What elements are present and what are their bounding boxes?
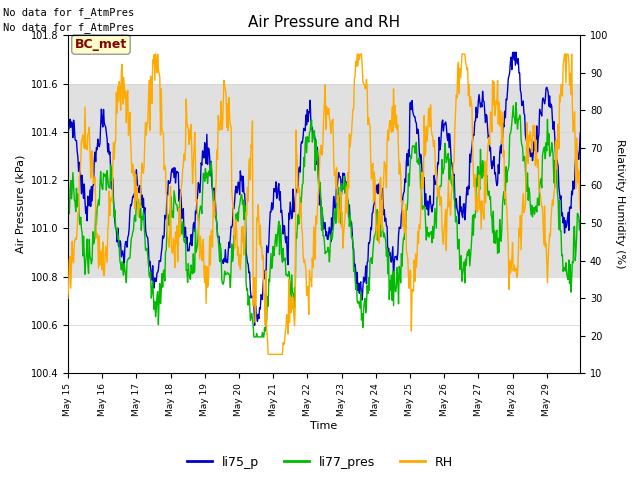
X-axis label: Time: Time bbox=[310, 421, 338, 432]
Text: No data for f_AtmPres: No data for f_AtmPres bbox=[3, 7, 134, 18]
Text: No data for f_AtmPres: No data for f_AtmPres bbox=[3, 22, 134, 33]
Y-axis label: Relativity Humidity (%): Relativity Humidity (%) bbox=[615, 140, 625, 269]
Y-axis label: Air Pressure (kPa): Air Pressure (kPa) bbox=[15, 155, 25, 253]
Legend: li75_p, li77_pres, RH: li75_p, li77_pres, RH bbox=[182, 451, 458, 474]
Title: Air Pressure and RH: Air Pressure and RH bbox=[248, 15, 400, 30]
Bar bbox=[68, 84, 580, 276]
Text: BC_met: BC_met bbox=[75, 38, 127, 51]
